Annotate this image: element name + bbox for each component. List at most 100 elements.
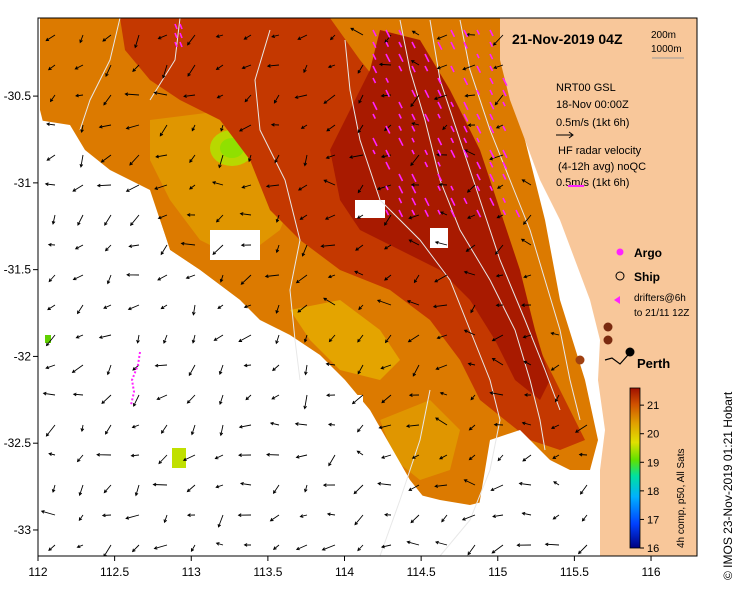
hf-vector xyxy=(179,41,183,48)
gsl-vector xyxy=(182,454,196,462)
hf-vector xyxy=(179,32,183,39)
gsl-vector xyxy=(271,34,280,39)
gsl-vector xyxy=(412,364,420,377)
gsl-vector xyxy=(213,334,224,341)
gsl-scale-arrowhead xyxy=(568,131,574,139)
gsl-vector xyxy=(384,512,392,517)
gsl-vector xyxy=(303,64,308,74)
gsl-vector xyxy=(96,452,112,457)
argo-legend-label: Argo xyxy=(634,246,662,260)
gsl-vector xyxy=(492,34,504,46)
gsl-vector xyxy=(215,64,224,71)
gsl-vector xyxy=(187,34,196,46)
gsl-vector xyxy=(106,274,112,285)
x-tick-label: 115 xyxy=(488,565,507,579)
swan-river xyxy=(604,354,629,365)
gsl-vector xyxy=(274,154,280,164)
gsl-vector xyxy=(265,184,280,188)
y-tick-label: -30.5 xyxy=(4,89,32,103)
hf-vector xyxy=(424,89,430,99)
gsl-vector xyxy=(180,241,196,246)
gsl-vector xyxy=(132,64,140,72)
gsl-vector xyxy=(106,364,112,376)
gsl-vector xyxy=(357,364,364,375)
gsl-vector xyxy=(493,64,504,70)
gsl-vector xyxy=(159,124,168,137)
gsl-vector xyxy=(555,394,560,403)
drifter-track xyxy=(130,351,141,406)
gsl-vector xyxy=(103,484,112,494)
gsl-vector xyxy=(297,184,308,191)
gsl-vector xyxy=(47,242,56,247)
gsl-vector xyxy=(240,274,252,285)
ship-legend-label: Ship xyxy=(634,270,660,284)
hf-vector xyxy=(463,149,469,158)
hf-vector xyxy=(437,161,441,167)
hf-vector xyxy=(489,113,494,121)
gsl-vector xyxy=(376,184,392,191)
hf-vector xyxy=(398,41,403,48)
hf-vector xyxy=(372,101,378,111)
gsl-vector xyxy=(127,304,140,311)
gsl-vector xyxy=(463,270,476,276)
plot-frame xyxy=(37,17,698,557)
gsl-legend-line2: 18-Nov 00:00Z xyxy=(556,99,629,111)
gsl-vector xyxy=(125,514,140,520)
hf-vector xyxy=(450,137,455,144)
gsl-vector xyxy=(75,334,84,339)
gsl-vector xyxy=(155,154,168,159)
gsl-vector xyxy=(297,304,308,313)
gsl-vector xyxy=(190,544,196,553)
colorbar-tick-label: 16 xyxy=(647,543,659,555)
y-tick-label: -32.5 xyxy=(4,436,32,450)
gsl-vector xyxy=(100,154,112,163)
gsl-vector xyxy=(439,211,448,216)
cloud-gap-3 xyxy=(210,230,260,260)
gsl-vector xyxy=(273,94,280,104)
hf-vector xyxy=(424,65,429,72)
hf-vector xyxy=(502,197,507,203)
gsl-vector xyxy=(103,94,112,106)
gsl-vector xyxy=(376,299,392,306)
gsl-vector xyxy=(553,481,560,486)
ship-marker-2[interactable] xyxy=(603,335,613,345)
gsl-vector xyxy=(435,364,448,371)
ship-marker-3[interactable] xyxy=(575,355,585,365)
colorbar xyxy=(629,387,641,549)
gsl-vector xyxy=(130,453,140,458)
gsl-vector xyxy=(187,64,196,77)
gsl-vector xyxy=(272,364,280,372)
hf-vector xyxy=(489,173,495,182)
gsl-vector xyxy=(436,152,448,157)
gsl-vector xyxy=(408,393,420,397)
gsl-vector xyxy=(102,34,112,42)
gsl-vector xyxy=(136,334,140,344)
gsl-vector xyxy=(217,514,224,528)
gsl-vector xyxy=(327,422,336,427)
x-tick-label: 113 xyxy=(182,565,201,579)
gsl-vector xyxy=(160,244,168,256)
hf-vector xyxy=(372,77,377,84)
ship-marker-1[interactable] xyxy=(603,322,613,332)
gsl-vector xyxy=(131,424,140,429)
hf-vector xyxy=(450,185,454,191)
gsl-vector xyxy=(377,481,392,486)
hf-vector xyxy=(463,137,468,144)
gsl-vector xyxy=(380,454,392,459)
gsl-vector xyxy=(163,334,168,344)
hf-vector xyxy=(476,209,482,218)
hf-vector xyxy=(398,185,404,194)
x-tick-label: 115.5 xyxy=(560,565,589,579)
hf-vector xyxy=(437,149,442,156)
gsl-vector xyxy=(190,424,196,436)
perth-marker[interactable] xyxy=(625,347,635,357)
gsl-vector xyxy=(327,64,336,69)
gsl-vector xyxy=(467,214,476,219)
hf-vector xyxy=(411,197,417,206)
gsl-vector xyxy=(491,334,504,342)
gsl-vector xyxy=(384,214,392,226)
gsl-vector xyxy=(186,213,196,217)
hf-vector xyxy=(476,137,480,143)
gsl-vector xyxy=(101,394,112,405)
gsl-vector xyxy=(186,484,196,493)
